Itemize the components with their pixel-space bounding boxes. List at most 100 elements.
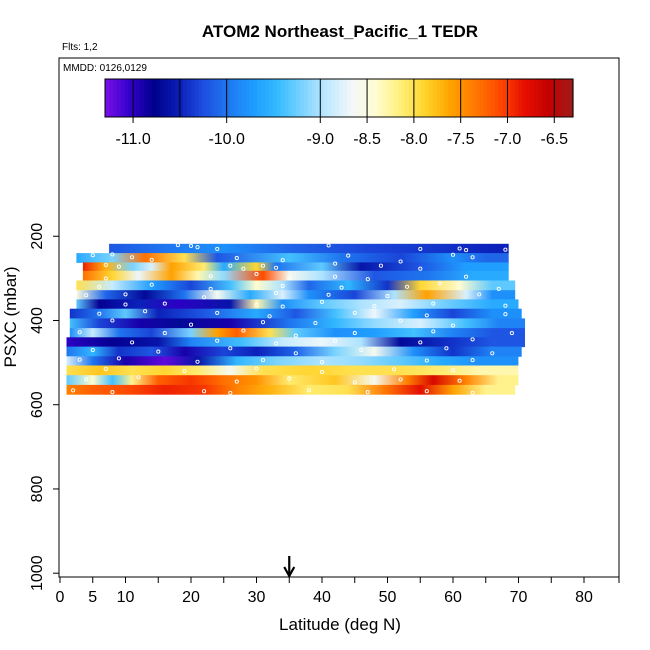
colorbar-swatch [339,79,344,117]
colorbar-swatch [350,79,356,117]
flight-track-points [71,243,514,395]
colorbar-swatch [280,79,285,117]
track-point [254,302,259,307]
colorbar-swatch [276,79,282,117]
track-point [215,338,220,343]
track-point [470,255,475,260]
track-point [352,310,357,315]
colorbar-swatch [163,79,168,117]
colorbar-swatch [381,79,387,117]
colorbar-swatch [132,79,137,117]
colorbar-swatch [327,79,332,117]
colorbar-swatch [264,79,270,117]
colorbar-swatch [534,79,539,117]
track-point [326,292,331,297]
data-layer-band [82,262,509,272]
track-point [162,301,167,306]
track-point [333,274,338,279]
colorbar-swatch [218,79,223,117]
track-point [123,292,128,297]
track-point [503,303,508,308]
colorbar-swatch [214,79,219,117]
track-point [418,340,423,345]
colorbar-swatch [237,79,243,117]
track-point [110,318,115,323]
colorbar-swatch [569,79,574,117]
track-point [188,322,194,327]
colorbar-swatch [307,79,313,117]
x-tick-label: 20 [182,589,200,606]
track-point [90,253,95,258]
track-point [228,346,233,351]
colorbar-swatch [549,79,555,117]
data-layer-band [66,356,519,367]
colorbar-swatch [530,79,535,117]
colorbar-swatch [545,79,551,117]
data-layer-band [66,346,522,357]
track-point [188,243,194,248]
flights-note: Flts: 1,2 [62,42,98,53]
x-tick-label: 50 [379,589,397,606]
data-layer-band [82,270,509,281]
x-tick-label: 40 [313,589,331,606]
track-point [418,246,423,251]
track-point [215,310,220,315]
track-point [287,276,292,281]
colorbar-swatch [175,79,180,117]
colorbar-swatch [389,79,395,117]
colorbar-swatch [210,79,215,117]
colorbar-swatch [522,79,527,117]
plot-frame [58,57,620,578]
track-point [470,337,475,342]
colorbar-swatch [241,79,246,117]
colorbar-swatch [370,79,375,117]
track-point [457,378,462,383]
colorbar-swatch [249,79,254,117]
track-point [477,292,482,297]
track-point [143,309,148,314]
track-point [326,243,331,248]
track-point [333,338,338,343]
x-tick-label: 0 [56,589,65,606]
track-point [424,313,429,318]
colorbar-swatch [257,79,262,117]
x-tick-label: 70 [510,589,528,606]
colorbar-swatch [105,79,110,117]
track-point [450,252,456,257]
colorbar-swatch [553,79,558,117]
track-point [398,259,403,264]
data-layer-band [66,337,525,348]
colorbar-swatch [186,79,192,117]
y-tick-label: 600 [29,391,46,418]
colorbar-swatch [225,79,231,117]
colorbar-swatch [385,79,391,117]
colorbar-swatch [467,79,473,117]
track-point [333,261,338,266]
track-point [444,346,449,351]
colorbar-swatch [144,79,149,117]
track-point [195,359,200,364]
data-layer-band [66,365,519,376]
track-point [90,347,95,353]
colorbar-swatch [393,79,399,117]
colorbar-swatch [432,79,438,117]
colorbar-swatch [378,79,383,117]
colorbar-swatch [112,79,118,117]
track-point [496,286,501,291]
colorbar-swatch [506,79,512,117]
track-point [431,329,436,334]
track-point [116,356,121,361]
colorbar-swatch [284,79,289,117]
track-point [182,368,187,374]
colorbar-swatch [346,79,352,117]
colorbar-swatch [362,79,367,117]
track-point [424,358,429,363]
colorbar-swatch [311,79,317,117]
track-point [372,304,377,309]
track-point [365,277,370,282]
colorbar-swatch [448,79,453,117]
colorbar-swatch [155,79,161,117]
colorbar-swatch [206,79,211,117]
track-point [418,266,423,271]
track-point [398,377,403,382]
